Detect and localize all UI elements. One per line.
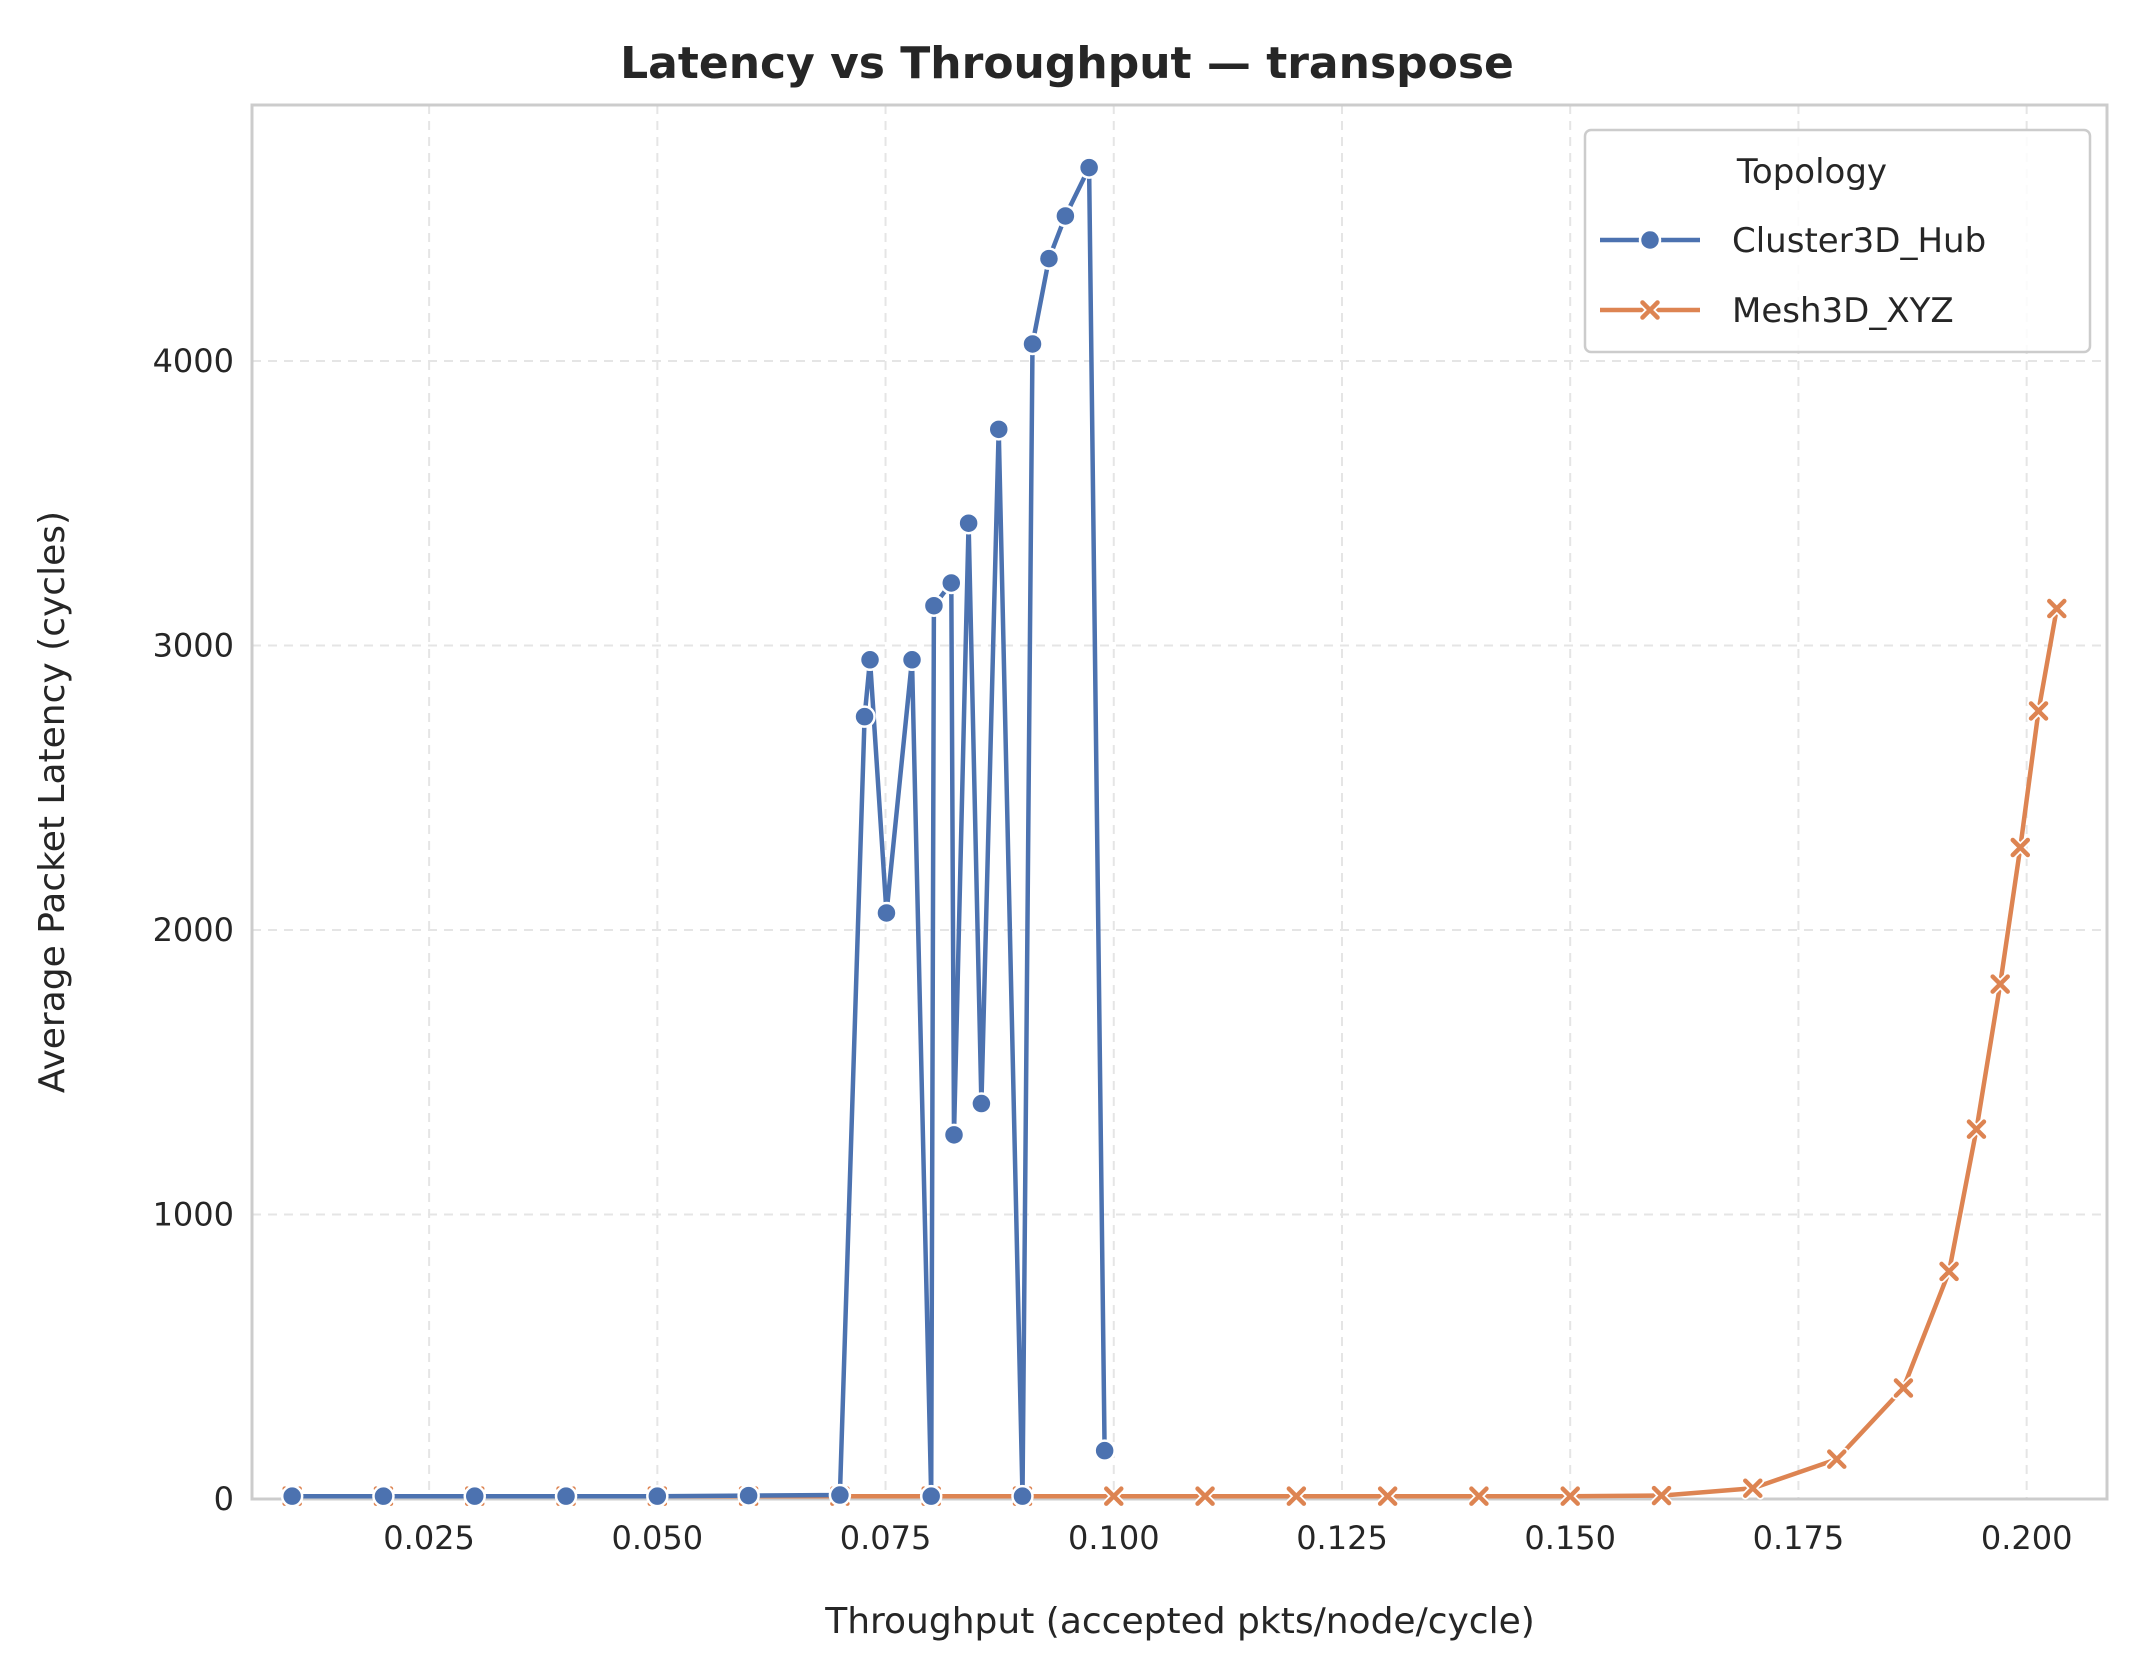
data-point-mesh3d-xyz xyxy=(1825,1447,1849,1471)
data-point-cluster3d-hub xyxy=(1077,156,1101,179)
series-line-cluster3d-hub xyxy=(292,165,1107,1499)
data-point-cluster3d-hub xyxy=(919,1484,943,1508)
data-point-cluster3d-hub xyxy=(858,648,882,672)
y-tick-label: 0 xyxy=(214,1480,234,1518)
y-tick-label: 3000 xyxy=(153,627,234,665)
series-cluster3d-hub xyxy=(280,156,1116,1508)
series-line-mesh3d-xyz xyxy=(292,608,2060,1499)
x-tick-label: 0.200 xyxy=(1981,1519,2073,1557)
data-point-cluster3d-hub xyxy=(957,511,980,535)
data-point-mesh3d-xyz xyxy=(1964,1117,1988,1141)
series-layer xyxy=(280,156,2069,1508)
legend-box xyxy=(1583,128,2092,354)
tick-labels: 0.025 0.050 0.075 0.100 0.125 0.150 0.175 0.200… xyxy=(153,342,2073,1557)
data-point-cluster3d-hub xyxy=(554,1484,578,1508)
legend-entry-cluster3d-hub: Cluster3D_Hub xyxy=(1600,221,1986,261)
data-point-cluster3d-hub xyxy=(737,1484,760,1507)
data-point-mesh3d-xyz xyxy=(2045,597,2069,621)
data-point-cluster3d-hub xyxy=(940,571,963,595)
x-tick-label: 0.175 xyxy=(1753,1519,1845,1557)
x-tick-label: 0.100 xyxy=(1068,1519,1160,1557)
data-point-mesh3d-xyz xyxy=(1376,1484,1400,1508)
data-point-mesh3d-xyz xyxy=(1284,1484,1308,1508)
legend-marker-cluster3d-hub xyxy=(1638,228,1662,252)
data-point-cluster3d-hub xyxy=(900,648,924,672)
data-point-cluster3d-hub xyxy=(987,418,1010,441)
data-point-cluster3d-hub xyxy=(875,901,898,925)
x-tick-label: 0.075 xyxy=(840,1519,932,1557)
legend-label: Cluster3D_Hub xyxy=(1732,221,1986,261)
data-point-cluster3d-hub xyxy=(970,1092,993,1115)
plot-frame xyxy=(250,103,2109,1501)
data-point-mesh3d-xyz xyxy=(2008,836,2032,860)
legend-label: Mesh3D_XYZ xyxy=(1732,291,1954,331)
data-point-cluster3d-hub xyxy=(942,1123,966,1147)
y-tick-label: 4000 xyxy=(153,342,234,380)
y-tick-label: 1000 xyxy=(153,1196,234,1234)
data-point-mesh3d-xyz xyxy=(1102,1484,1126,1508)
series-mesh3d-xyz xyxy=(280,597,2069,1508)
data-point-cluster3d-hub xyxy=(922,594,946,617)
y-axis-label: Average Packet Latency (cycles) xyxy=(32,511,73,1093)
data-point-cluster3d-hub xyxy=(1021,332,1044,356)
chart-title: Latency vs Throughput — transpose xyxy=(620,38,1514,89)
data-point-cluster3d-hub xyxy=(372,1484,395,1508)
x-tick-label: 0.025 xyxy=(383,1519,475,1557)
legend-entry-mesh3d-xyz: Mesh3D_XYZ xyxy=(1600,291,1954,331)
data-point-cluster3d-hub xyxy=(1054,204,1077,228)
legend: Topology Cluster3D_Hub Mesh3D_XYZ xyxy=(1583,128,2092,354)
data-point-mesh3d-xyz xyxy=(1988,972,2012,996)
x-axis-label: Throughput (accepted pkts/node/cycle) xyxy=(824,1601,1535,1642)
data-point-mesh3d-xyz xyxy=(1467,1484,1491,1508)
legend-marker-mesh3d-xyz xyxy=(1638,298,1662,322)
data-point-cluster3d-hub xyxy=(1011,1484,1034,1508)
legend-title: Topology xyxy=(1736,152,1887,192)
y-tick-label: 2000 xyxy=(153,911,234,949)
legend-entries: Cluster3D_Hub Mesh3D_XYZ xyxy=(1600,221,1986,331)
data-point-cluster3d-hub xyxy=(853,705,876,728)
data-point-cluster3d-hub xyxy=(463,1484,486,1508)
x-tick-label: 0.050 xyxy=(612,1519,704,1557)
data-point-cluster3d-hub xyxy=(646,1484,669,1508)
data-point-cluster3d-hub xyxy=(1093,1439,1116,1462)
data-point-mesh3d-xyz xyxy=(1650,1484,1674,1508)
x-tick-label: 0.125 xyxy=(1296,1519,1388,1557)
data-point-cluster3d-hub xyxy=(828,1483,852,1507)
data-point-mesh3d-xyz xyxy=(1193,1484,1217,1508)
data-point-cluster3d-hub xyxy=(280,1484,304,1508)
data-point-mesh3d-xyz xyxy=(1937,1259,1961,1283)
data-point-mesh3d-xyz xyxy=(1558,1484,1582,1508)
data-point-mesh3d-xyz xyxy=(1741,1476,1765,1500)
data-point-cluster3d-hub xyxy=(1037,247,1061,270)
data-point-mesh3d-xyz xyxy=(2027,699,2051,723)
data-point-mesh3d-xyz xyxy=(1891,1376,1915,1400)
x-tick-label: 0.150 xyxy=(1524,1519,1616,1557)
